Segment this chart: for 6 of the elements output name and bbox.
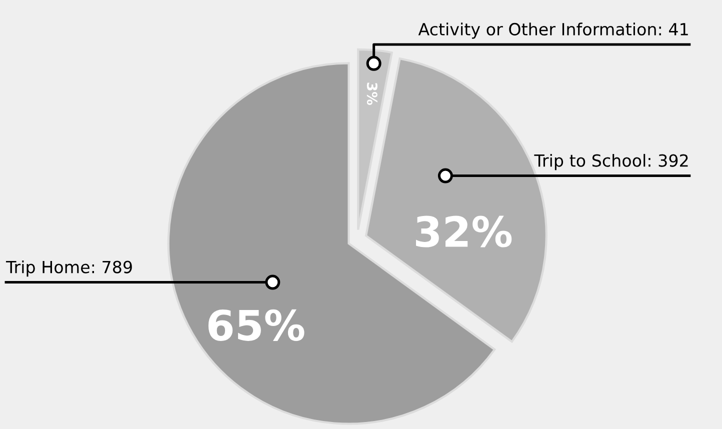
slice-label: Trip Home: 789 [6, 260, 132, 277]
data-label: 32% [416, 216, 512, 248]
data-label: 3% [366, 82, 378, 106]
slice-label: Trip to School: 392 [534, 154, 688, 170]
data-label: 65% [208, 309, 304, 341]
slice-label: Activity or Other Information: 41 [418, 22, 688, 39]
